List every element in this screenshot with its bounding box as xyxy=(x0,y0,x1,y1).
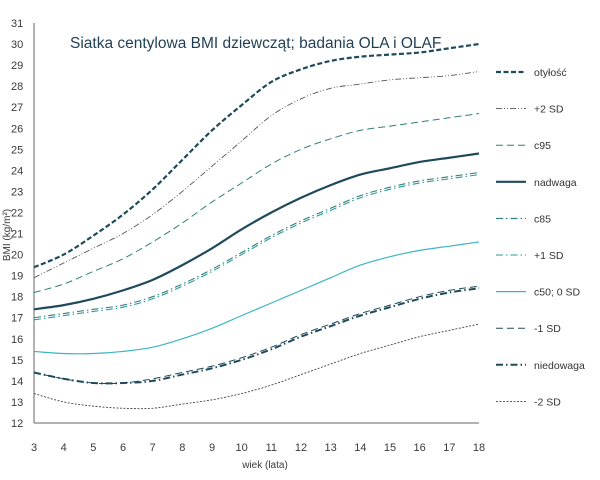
y-tick-label: 25 xyxy=(11,144,23,156)
y-tick-label: 23 xyxy=(11,186,23,198)
x-tick-label: 15 xyxy=(384,442,396,454)
y-tick-label: 22 xyxy=(11,207,23,219)
legend-label: nadwaga xyxy=(534,177,577,189)
legend-label: otyłość xyxy=(534,67,567,79)
y-tick-label: 26 xyxy=(11,123,23,135)
y-tick-label: 12 xyxy=(11,418,23,430)
x-tick-label: 9 xyxy=(209,442,215,454)
x-tick-label: 16 xyxy=(414,442,426,454)
y-tick-label: 28 xyxy=(11,81,23,93)
series-line xyxy=(33,42,480,269)
y-tick-label: 20 xyxy=(11,250,23,262)
y-tick-label: 17 xyxy=(11,313,23,325)
y-tick-label: 15 xyxy=(11,355,23,367)
legend-label: -2 SD xyxy=(534,396,561,408)
x-tick-label: 11 xyxy=(266,442,277,454)
series-line xyxy=(33,287,480,385)
y-tick-label: 27 xyxy=(11,102,23,114)
x-tick-label: 6 xyxy=(120,442,126,454)
x-tick-label: 17 xyxy=(443,442,455,454)
y-tick-label: 13 xyxy=(11,397,23,409)
y-tick-label: 21 xyxy=(11,229,23,241)
legend-label: -1 SD xyxy=(534,323,561,335)
x-tick-label: 14 xyxy=(354,442,366,454)
chart-title: Siatka centylowa BMI dziewcząt; badania … xyxy=(70,35,441,52)
y-tick-label: 14 xyxy=(11,376,23,388)
series-line xyxy=(33,241,480,355)
x-tick-label: 13 xyxy=(325,442,337,454)
x-tick-label: 8 xyxy=(179,442,185,454)
series-lines xyxy=(33,42,480,410)
legend-label: +1 SD xyxy=(534,250,564,262)
y-tick-label: 18 xyxy=(11,292,23,304)
y-tick-label: 29 xyxy=(11,60,23,72)
y-tick-label: 30 xyxy=(11,39,23,51)
x-tick-label: 7 xyxy=(150,442,156,454)
series-line xyxy=(33,174,480,321)
x-tick-label: 12 xyxy=(295,442,307,454)
x-tick-label: 18 xyxy=(473,442,485,454)
legend-label: c95 xyxy=(534,140,551,152)
y-tick-label: 31 xyxy=(11,18,23,30)
legend: otyłość +2 SD c95 nadwaga c85 +1 SD c50; 0 SD -… xyxy=(496,67,585,408)
y-tick-label: 19 xyxy=(11,271,23,283)
series-line xyxy=(33,70,480,279)
series-line xyxy=(33,171,480,319)
y-axis-label: BMI (kg/m²) xyxy=(2,209,13,261)
x-tick-label: 10 xyxy=(236,442,248,454)
legend-label: niedowaga xyxy=(534,360,585,372)
series-line xyxy=(33,152,480,311)
y-tick-label: 24 xyxy=(11,165,23,177)
y-tick-label: 16 xyxy=(11,334,23,346)
x-tick-labels: 3 4 5 6 7 8 9 10 11 12 13 14 15 16 17 18 xyxy=(31,442,485,454)
series-line xyxy=(33,323,480,410)
axes xyxy=(33,23,479,424)
legend-label: +2 SD xyxy=(534,104,564,116)
x-axis-label: wiek (lata) xyxy=(241,460,288,471)
x-tick-label: 4 xyxy=(61,442,67,454)
legend-label: c50; 0 SD xyxy=(534,287,581,299)
legend-label: c85 xyxy=(534,213,551,225)
series-line xyxy=(33,113,480,293)
x-tick-label: 3 xyxy=(31,442,37,454)
y-tick-labels: 12 13 14 15 16 17 18 19 20 21 22 23 24 25 26 27 28 29 30 31 xyxy=(11,18,23,430)
x-tick-label: 5 xyxy=(90,442,96,454)
